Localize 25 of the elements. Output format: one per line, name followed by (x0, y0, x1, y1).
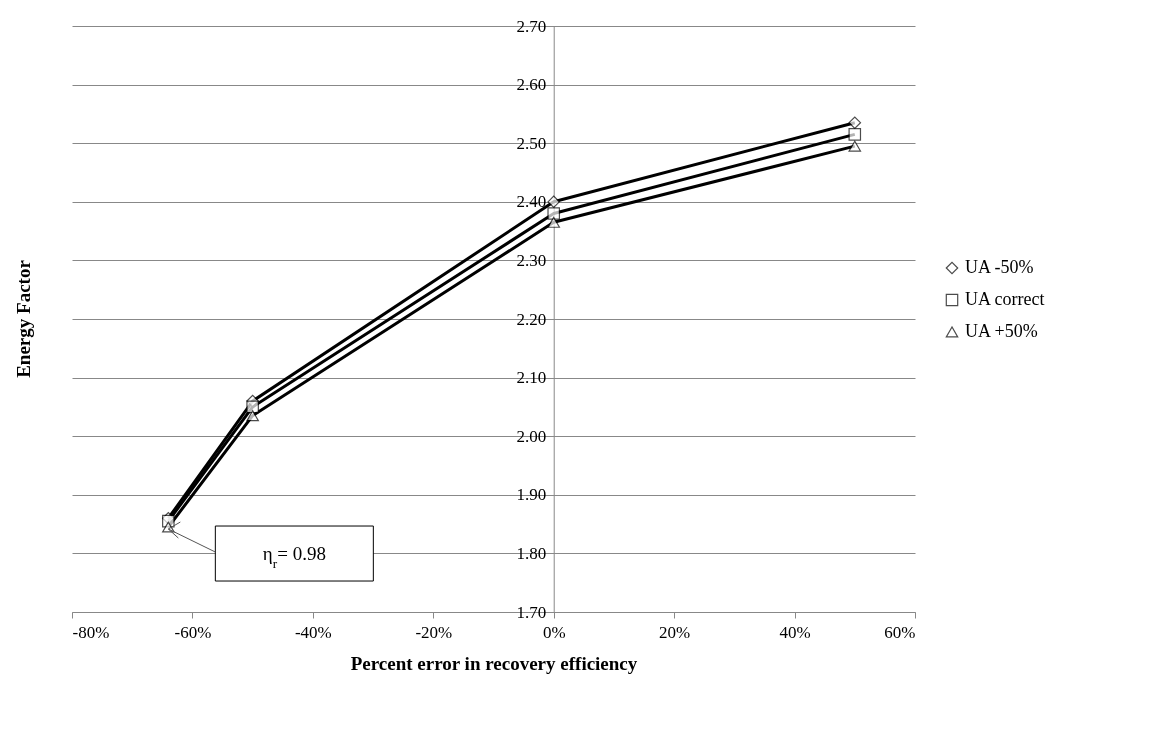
x-tick-label: 0% (542, 622, 566, 642)
y-tick-label: 2.50 (516, 133, 547, 153)
x-tick-label: -60% (174, 622, 212, 642)
y-tick-label: 1.70 (516, 602, 547, 622)
legend-label: UA correct (965, 289, 1045, 309)
y-tick-label: 2.40 (516, 192, 547, 212)
y-axis-title: Energy Factor (13, 259, 34, 378)
legend-label: UA +50% (965, 321, 1038, 341)
y-tick-label: 2.00 (516, 426, 547, 446)
x-tick-label: -40% (294, 622, 332, 642)
y-tick-label: 1.90 (516, 485, 547, 505)
x-tick-label: 60% (884, 622, 916, 642)
annotation: η$_{r}$= 0.98 (262, 542, 326, 571)
legend-label: UA -50% (965, 257, 1034, 277)
x-tick-label: -20% (415, 622, 453, 642)
y-tick-label: 2.60 (516, 75, 547, 95)
y-tick-label: 2.20 (516, 309, 547, 329)
y-tick-label: 1.80 (516, 543, 547, 563)
x-tick-label: -80% (72, 622, 110, 642)
x-tick-label: 20% (659, 622, 691, 642)
y-tick-label: 2.10 (516, 368, 547, 388)
x-tick-label: 40% (779, 622, 811, 642)
x-axis-title: Percent error in recovery efficiency (350, 652, 638, 674)
y-tick-label: 2.30 (516, 250, 547, 270)
y-tick-label: 2.70 (516, 16, 547, 36)
